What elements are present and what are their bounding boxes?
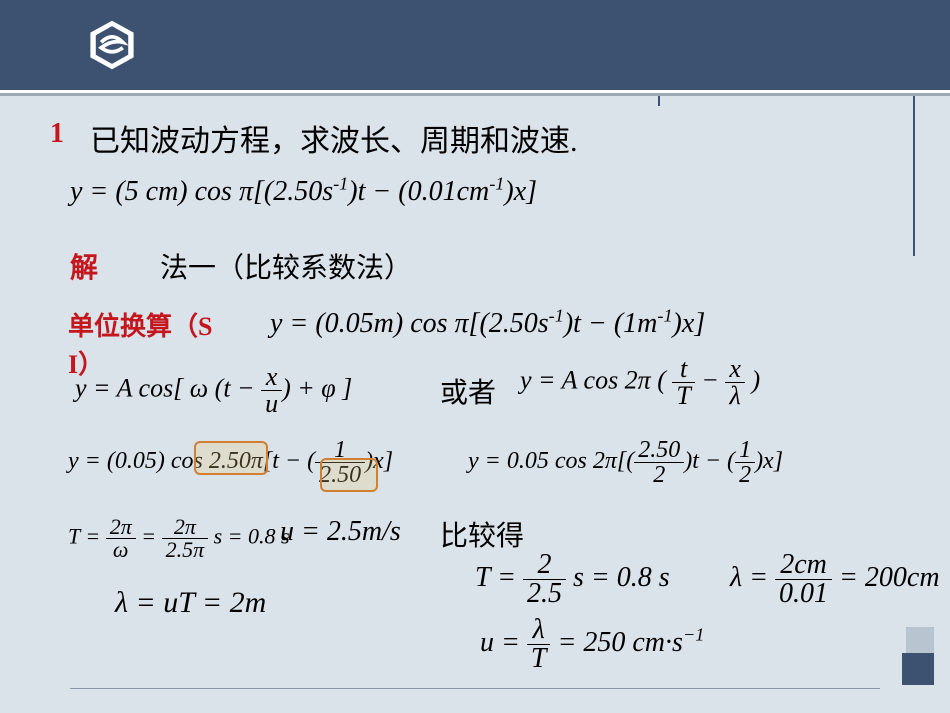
equation-standard-form-2: y = A cos 2π ( tT − xλ ) [520,356,760,409]
equation-si: y = (0.05m) cos π[(2.50s-1)t − (1m-1)x] [270,306,705,340]
equation-wavelength-right: λ = 2cm0.01 = 200cm [730,551,940,608]
footer-line [70,688,880,689]
problem-number: 1 [50,118,64,150]
equation-given: y = (5 cm) cos π[(2.50s-1)t − (0.01cm-1)… [70,174,537,208]
top-accent-stub [658,96,660,106]
right-accent-line [913,96,915,256]
decor-square-light [906,627,934,655]
label-or: 或者 [440,371,496,411]
equation-substituted-right: y = 0.05 cos 2π[(2.502)t − (12)x] [468,438,783,487]
equation-period-right: T = 22.5 s = 0.8 s [475,551,670,608]
label-method-1: 法一（比较系数法） [160,246,412,286]
problem-title: 已知波动方程，求波长、周期和波速. [90,116,578,160]
equation-standard-form-1: y = A cos[ ω (t − xu) + φ ] [75,364,352,417]
label-solution: 解 [70,246,98,286]
label-compare: 比较得 [440,514,524,554]
logo-icon [85,18,139,72]
equation-speed-left: u = 2.5m/s [280,516,401,548]
equation-speed-right: u = λT = 250 cm·s−1 [480,616,704,673]
label-unit-conv-1: 单位换算（S [68,306,212,343]
equation-period-left: T = 2πω = 2π2.5π s = 0.8 s [68,516,290,561]
decor-square-dark [902,653,934,685]
slide-content: 1 已知波动方程，求波长、周期和波速. y = (5 cm) cos π[(2.… [0,96,950,713]
equation-wavelength-left: λ = uT = 2m [115,586,266,620]
slide-header [0,0,950,90]
highlight-over-u [320,458,378,492]
highlight-omega [194,441,268,475]
